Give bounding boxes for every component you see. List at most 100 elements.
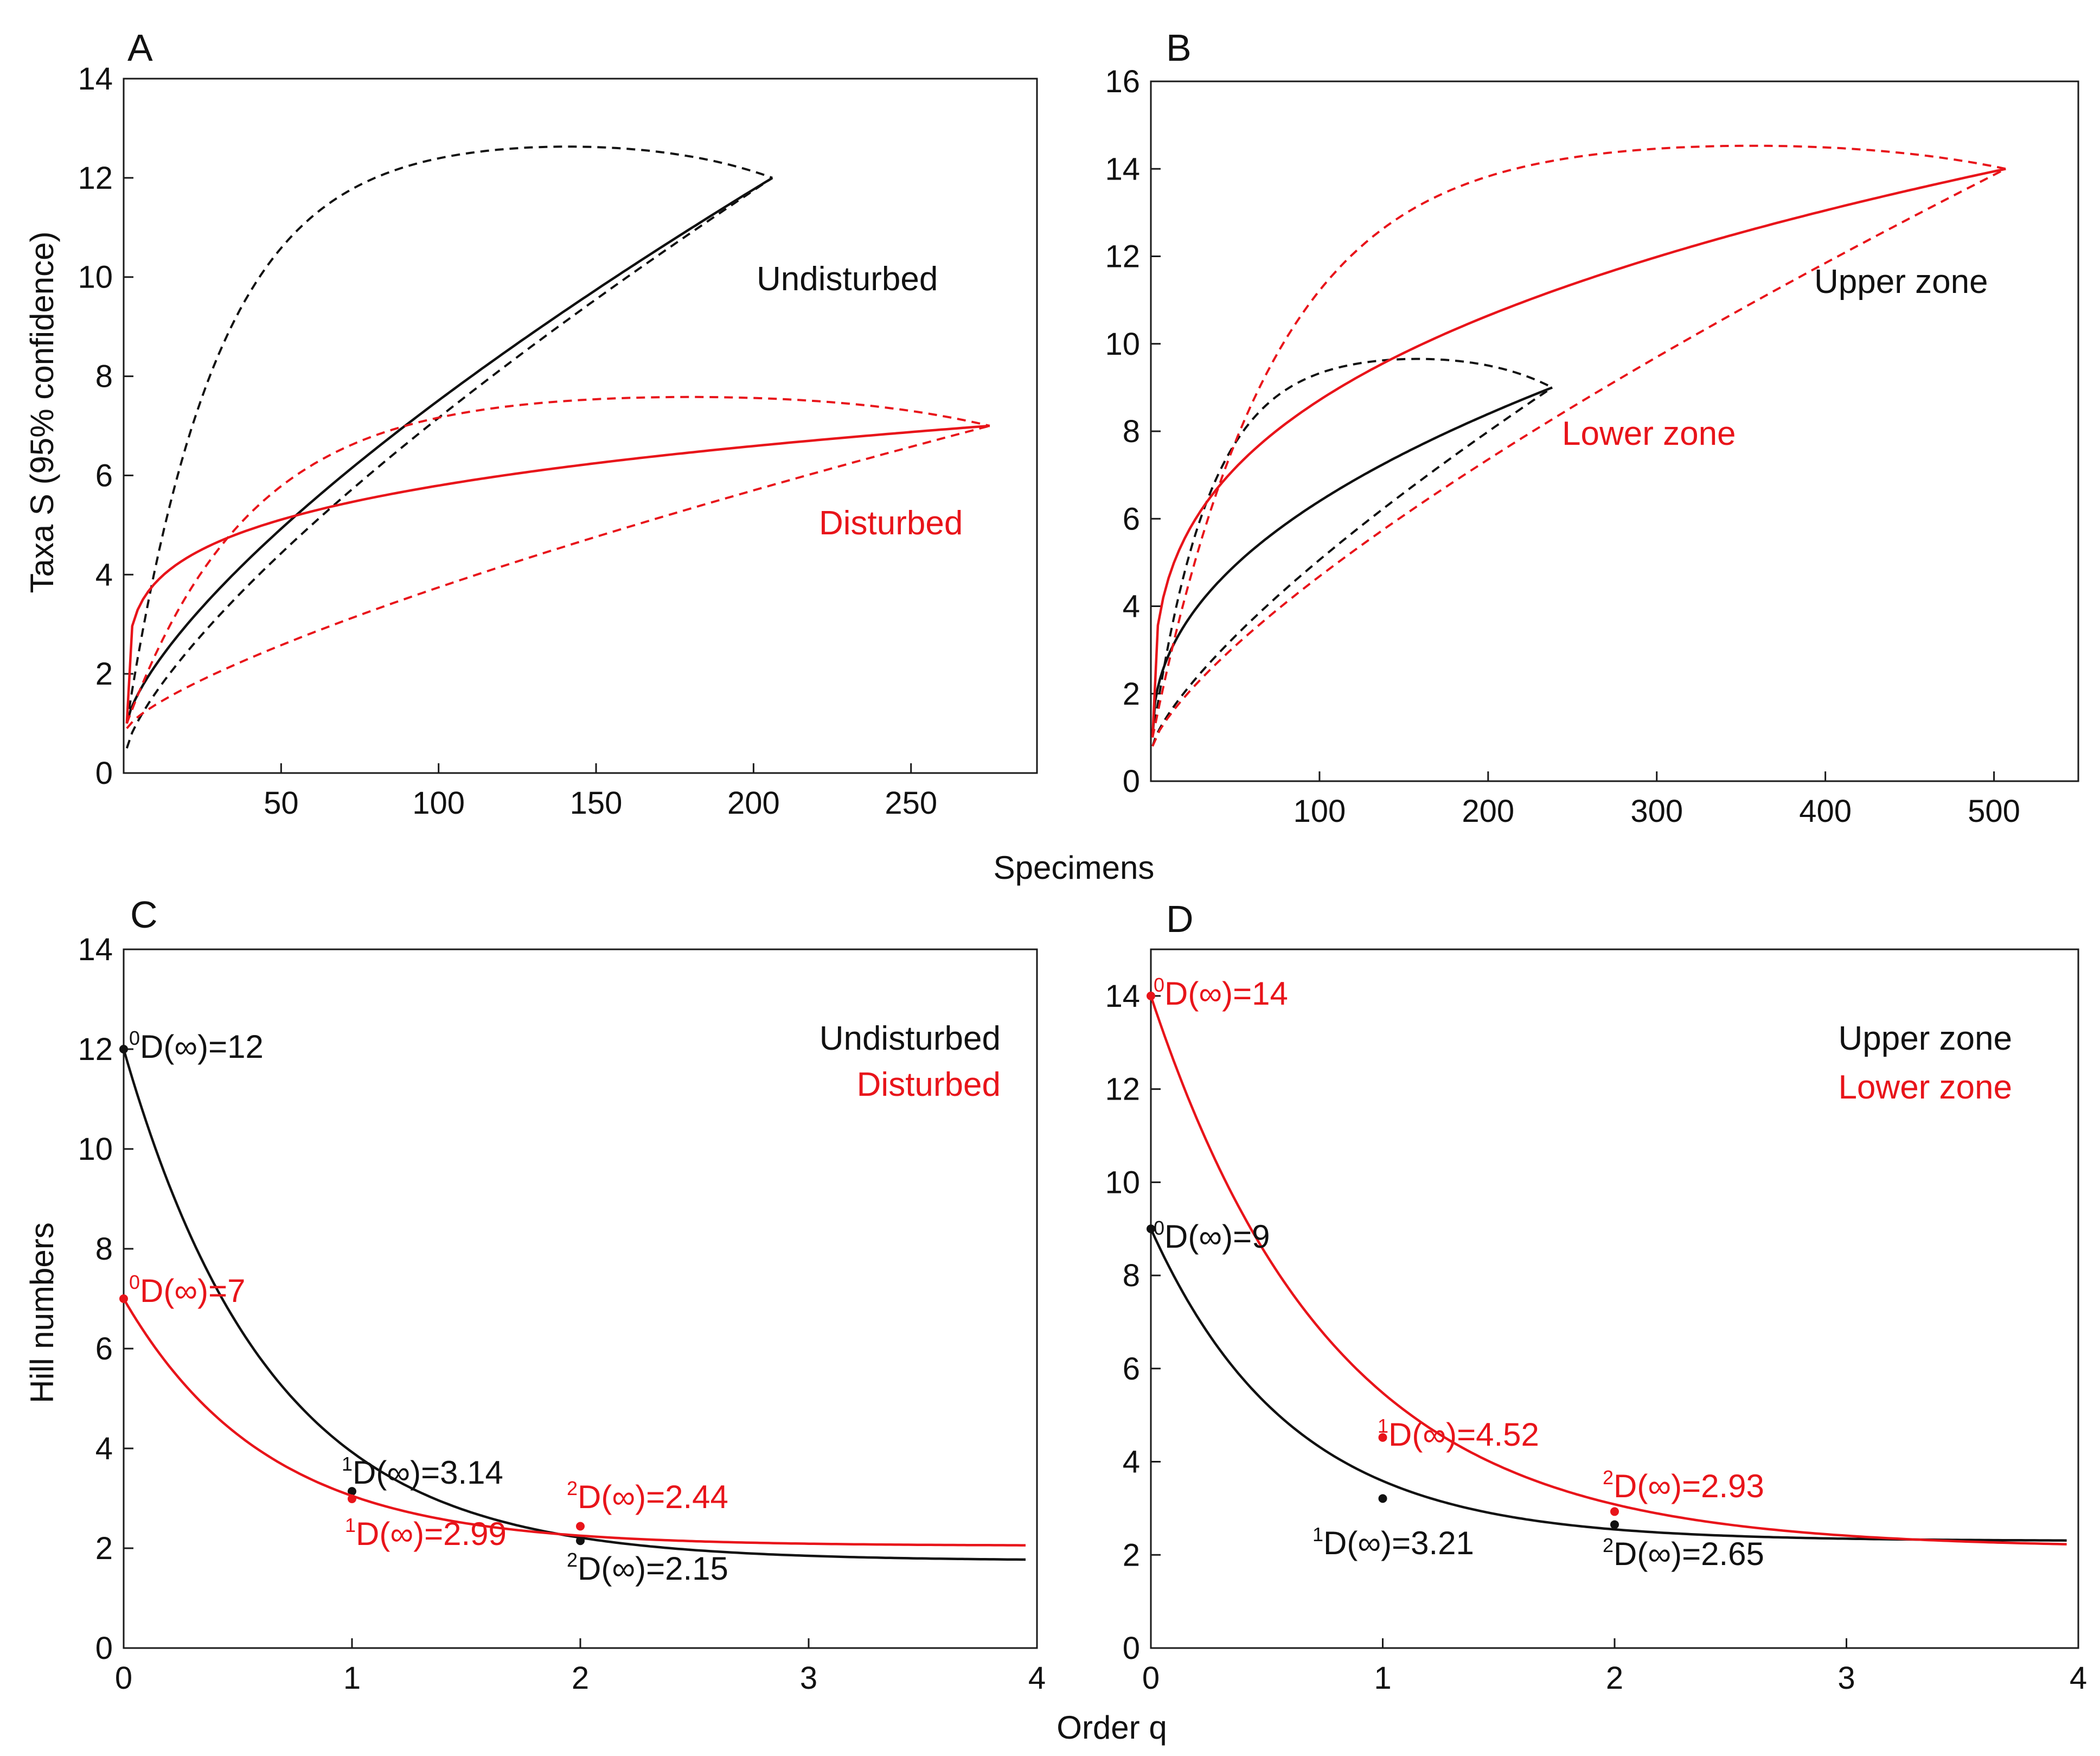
annotation-value: D(∞)=4.52 xyxy=(1388,1416,1539,1453)
x-tick-label: 4 xyxy=(1028,1661,1046,1696)
y-tick-label: 12 xyxy=(78,161,113,196)
x-tick-label: 2 xyxy=(1606,1661,1623,1696)
hill-annotation: 1D(∞)=2.99 xyxy=(345,1514,507,1552)
hill-annotation: 1D(∞)=3.14 xyxy=(342,1453,503,1491)
annotation-value: D(∞)=9 xyxy=(1164,1218,1270,1255)
annotation-order: 1 xyxy=(345,1514,356,1536)
lower-confidence-line xyxy=(126,425,990,730)
hill-annotation: 1D(∞)=3.21 xyxy=(1313,1523,1474,1561)
hill-annotation: 2D(∞)=2.93 xyxy=(1603,1466,1764,1504)
y-tick-label: 10 xyxy=(78,260,113,295)
panel-letter-a: A xyxy=(127,27,153,69)
legend-entry: Disturbed xyxy=(857,1066,1001,1103)
legend-entry: Lower zone xyxy=(1838,1069,2012,1106)
x-tick-label: 50 xyxy=(264,786,299,821)
hill-point xyxy=(576,1522,585,1531)
lower-confidence-line xyxy=(1151,168,2007,747)
hill-curve xyxy=(1149,995,2067,1546)
hill-annotation: 2D(∞)=2.44 xyxy=(567,1477,728,1515)
annotation-order: 1 xyxy=(1378,1415,1388,1437)
panel-letter-b: B xyxy=(1166,27,1192,69)
x-tick-label: 3 xyxy=(800,1661,817,1696)
hill-point xyxy=(1147,1224,1155,1234)
hill-annotation: 2D(∞)=2.65 xyxy=(1603,1534,1764,1572)
y-tick-label: 8 xyxy=(1123,414,1140,449)
x-tick-label: 300 xyxy=(1630,794,1683,829)
x-tick-label: 0 xyxy=(1142,1661,1160,1696)
x-axis-title-specimens: Specimens xyxy=(994,850,1155,886)
y-tick-label: 0 xyxy=(1123,1631,1140,1666)
rarefaction-line xyxy=(125,424,990,724)
x-tick-label: 200 xyxy=(727,786,780,821)
y-tick-label: 14 xyxy=(78,61,113,97)
hill-point xyxy=(348,1494,356,1503)
series-upper-zone xyxy=(1151,357,1553,747)
series-label: Upper zone xyxy=(1814,263,1988,301)
x-tick-label: 3 xyxy=(1838,1661,1855,1696)
hill-point xyxy=(1610,1520,1619,1529)
x-tick-label: 100 xyxy=(412,786,465,821)
y-tick-label: 8 xyxy=(95,359,113,394)
series-undisturbed xyxy=(125,145,773,749)
hill-point xyxy=(1378,1494,1387,1503)
y-tick-label: 12 xyxy=(78,1032,113,1067)
x-tick-label: 200 xyxy=(1462,794,1514,829)
legend-entry: Undisturbed xyxy=(819,1020,1001,1057)
y-tick-label: 0 xyxy=(95,1631,113,1666)
y-axis-title-hill-numbers: Hill numbers xyxy=(24,1222,60,1403)
hill-annotation: 0D(∞)=7 xyxy=(129,1271,246,1309)
x-axis-title-order-q: Order q xyxy=(1057,1709,1167,1746)
y-tick-label: 6 xyxy=(95,458,113,493)
y-tick-label: 2 xyxy=(95,656,113,692)
x-tick-label: 1 xyxy=(343,1661,361,1696)
annotation-order: 0 xyxy=(129,1271,140,1293)
y-tick-label: 0 xyxy=(1123,764,1140,799)
y-tick-label: 2 xyxy=(1123,1537,1140,1573)
annotation-order: 2 xyxy=(567,1477,578,1499)
annotation-value: D(∞)=2.65 xyxy=(1614,1536,1764,1572)
x-tick-label: 250 xyxy=(885,786,937,821)
hill-annotation: 0D(∞)=14 xyxy=(1154,974,1288,1012)
series-disturbed xyxy=(125,395,990,730)
annotation-value: D(∞)=3.14 xyxy=(353,1454,503,1491)
upper-confidence-line xyxy=(1151,144,2006,738)
hill-annotation: 0D(∞)=12 xyxy=(129,1027,264,1065)
y-tick-label: 14 xyxy=(1105,979,1140,1014)
annotation-order: 0 xyxy=(1154,1217,1164,1239)
annotation-order: 2 xyxy=(1603,1466,1614,1489)
x-tick-label: 400 xyxy=(1799,794,1852,829)
y-tick-label: 2 xyxy=(1123,676,1140,712)
x-tick-label: 0 xyxy=(115,1661,132,1696)
rarefaction-line xyxy=(125,176,773,724)
upper-confidence-line xyxy=(125,145,773,724)
y-tick-label: 6 xyxy=(95,1331,113,1367)
y-tick-label: 4 xyxy=(1123,1445,1140,1480)
rarefaction-line xyxy=(1151,386,1553,738)
series-label: Undisturbed xyxy=(757,260,938,298)
plot-frame xyxy=(123,78,1038,774)
x-tick-label: 1 xyxy=(1374,1661,1391,1696)
x-tick-label: 500 xyxy=(1968,794,2020,829)
y-tick-label: 4 xyxy=(95,557,113,592)
hill-point xyxy=(1378,1433,1387,1442)
y-axis-title-taxa: Taxa S (95% confidence) xyxy=(24,231,60,593)
y-tick-label: 10 xyxy=(78,1132,113,1167)
upper-confidence-line xyxy=(1151,357,1553,738)
annotation-value: D(∞)=7 xyxy=(140,1273,245,1309)
y-tick-label: 14 xyxy=(1105,151,1140,187)
y-tick-label: 0 xyxy=(95,756,113,791)
hill-point xyxy=(576,1536,585,1546)
y-tick-label: 12 xyxy=(1105,239,1140,274)
lower-confidence-line xyxy=(125,177,773,749)
series-disturbed xyxy=(119,1294,1026,1547)
panel-letter-d: D xyxy=(1166,898,1194,940)
y-tick-label: 10 xyxy=(1105,1165,1140,1200)
y-tick-label: 4 xyxy=(1123,589,1140,624)
annotation-value: D(∞)=2.15 xyxy=(578,1550,728,1587)
upper-confidence-line xyxy=(125,395,990,724)
hill-annotation: 0D(∞)=9 xyxy=(1154,1217,1270,1255)
annotation-value: D(∞)=12 xyxy=(140,1029,264,1065)
annotation-order: 1 xyxy=(1313,1523,1323,1546)
